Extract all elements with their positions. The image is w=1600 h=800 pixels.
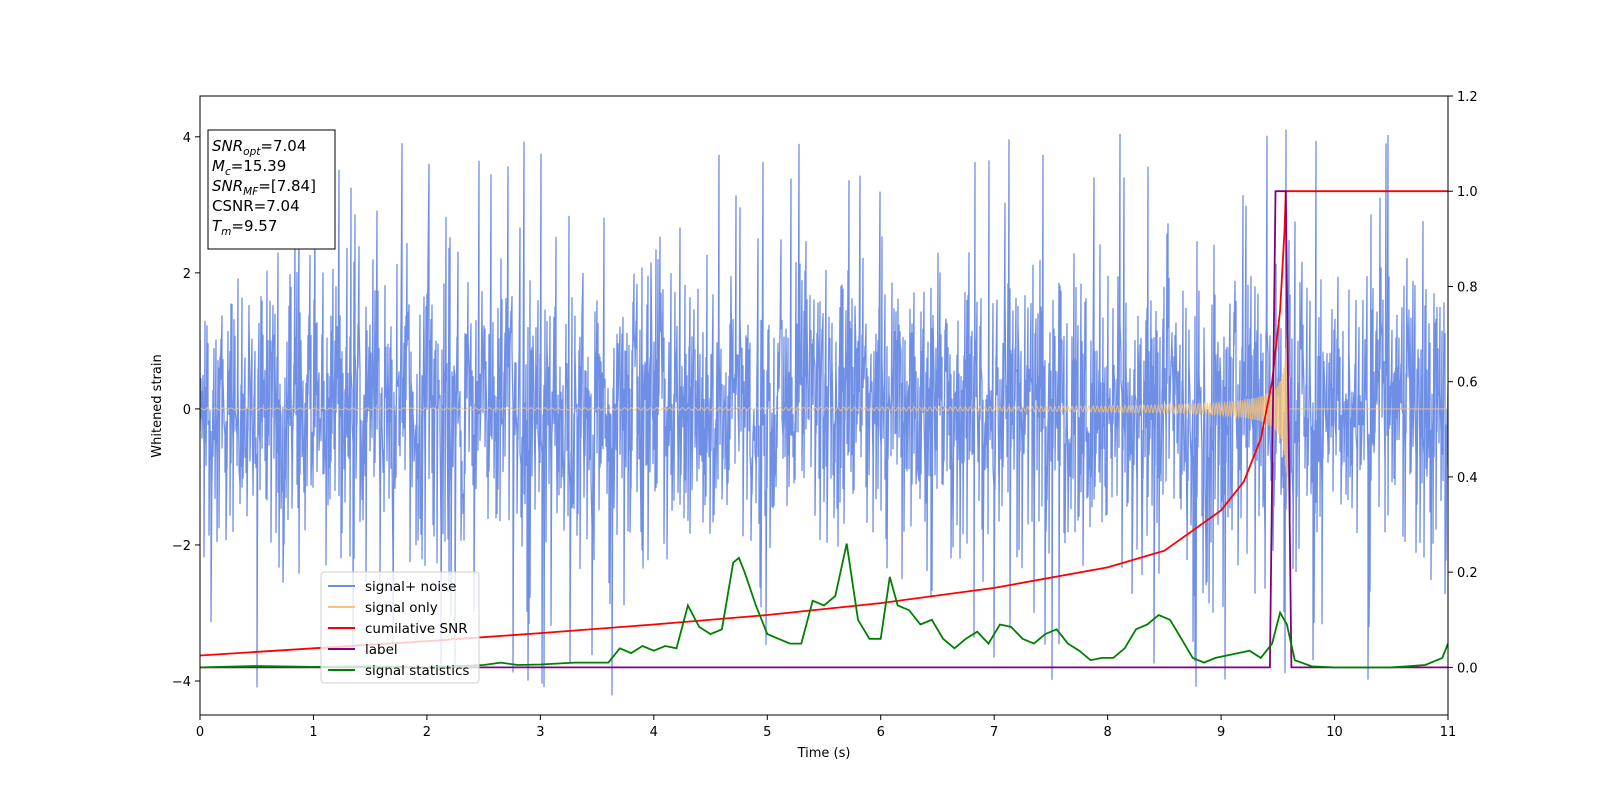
- plot-frame: [199, 95, 1449, 716]
- x-tick-label: 2: [423, 725, 431, 740]
- info-box: SNRopt=7.04Mc=15.39SNRMF=[7.84]CSNR=7.04…: [207, 129, 336, 250]
- y-tick-label: 0: [183, 403, 191, 418]
- y-axis-left: −4 −2 0 2 4: [172, 131, 200, 690]
- info-line: Mc=15.39: [212, 157, 286, 178]
- legend: signal+ noise signal only cumilative SNR la…: [320, 571, 480, 684]
- x-tick-label: 3: [536, 725, 544, 740]
- legend-label: signal only: [365, 600, 438, 616]
- info-line: CSNR=7.04: [212, 197, 300, 215]
- info-line: Tm=9.57: [212, 217, 277, 238]
- y-tick-label: 2: [183, 267, 191, 282]
- y2-tick-label: 0.4: [1457, 471, 1478, 486]
- x-tick-label: 6: [877, 725, 885, 740]
- signal-statistics-series: [200, 543, 1448, 669]
- info-line: SNRopt=7.04: [212, 137, 306, 158]
- y2-tick-label: 1.2: [1457, 90, 1478, 105]
- x-tick-label: 9: [1217, 725, 1225, 740]
- x-axis: 0 1 2 3 4 5 6 7 8 9 10 11: [196, 715, 1456, 740]
- plot-area: [200, 129, 1448, 696]
- y-tick-label: −2: [172, 539, 191, 554]
- x-tick-label: 10: [1326, 725, 1343, 740]
- y-axis-right: 0.0 0.2 0.4 0.6 0.8 1.0 1.2: [1448, 90, 1478, 676]
- y-tick-label: −4: [172, 675, 191, 690]
- signal-noise-series: [200, 129, 1448, 696]
- x-tick-label: 7: [990, 725, 998, 740]
- x-tick-label: 8: [1103, 725, 1111, 740]
- x-axis-label: Time (s): [797, 746, 851, 761]
- x-tick-label: 0: [196, 725, 204, 740]
- legend-label: cumilative SNR: [365, 621, 468, 637]
- y2-tick-label: 1.0: [1457, 185, 1478, 200]
- y2-tick-label: 0.6: [1457, 376, 1478, 391]
- y-axis-label: Whitened strain: [150, 354, 165, 457]
- x-tick-label: 4: [650, 725, 658, 740]
- y2-tick-label: 0.0: [1457, 661, 1478, 676]
- legend-label: signal statistics: [365, 663, 469, 679]
- x-tick-label: 11: [1440, 725, 1457, 740]
- legend-frame: [320, 571, 480, 684]
- x-tick-label: 1: [309, 725, 317, 740]
- legend-label: label: [365, 642, 398, 658]
- signal-only-series: [200, 324, 1448, 492]
- y2-tick-label: 0.8: [1457, 280, 1478, 295]
- info-line: SNRMF=[7.84]: [212, 177, 316, 198]
- cumulative-snr-series: [200, 190, 1448, 657]
- y2-tick-label: 0.2: [1457, 566, 1478, 581]
- legend-label: signal+ noise: [365, 579, 456, 595]
- x-tick-label: 5: [763, 725, 771, 740]
- info-box-frame: [207, 129, 336, 250]
- y-tick-label: 4: [183, 131, 191, 146]
